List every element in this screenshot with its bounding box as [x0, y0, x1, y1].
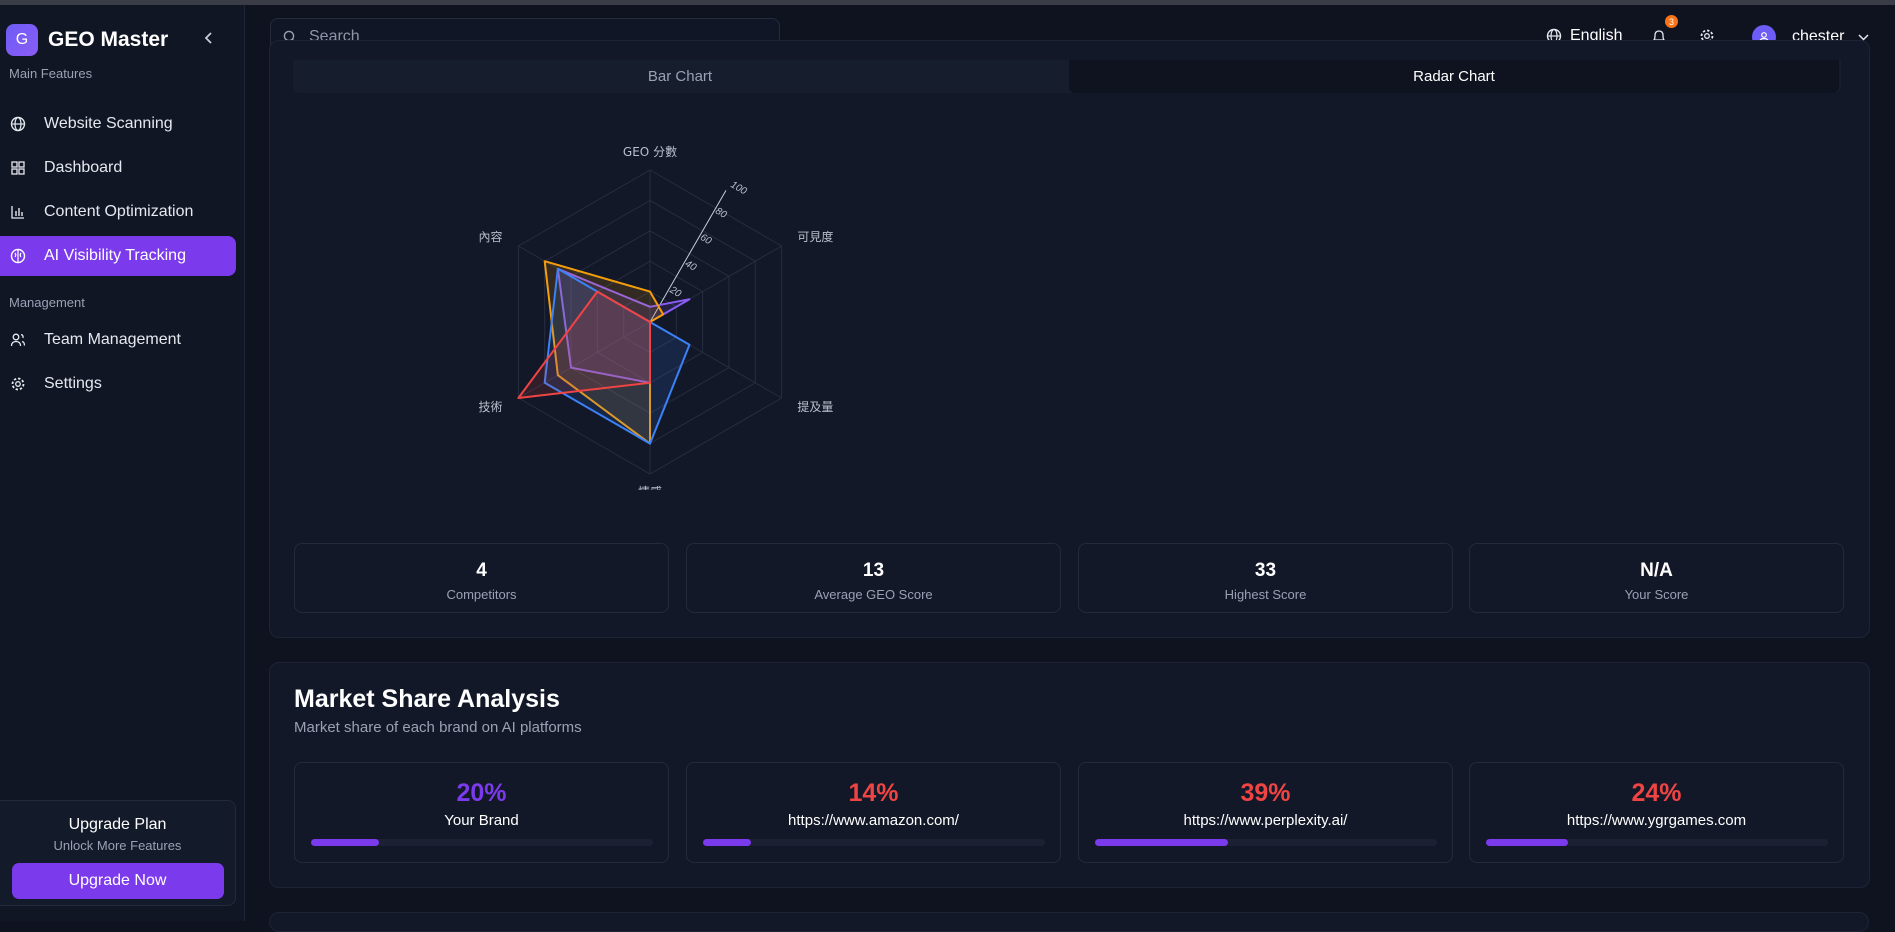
market-share-item: 20% Your Brand	[294, 762, 669, 863]
radar-spoke	[518, 321, 651, 399]
radar-axis-label: 可見度	[797, 229, 833, 244]
market-share-bar-track	[1095, 839, 1437, 846]
market-share-bar-fill	[703, 839, 751, 846]
chevron-down-icon	[1858, 33, 1869, 41]
upgrade-plan-card: Upgrade Plan Unlock More Features Upgrad…	[0, 800, 236, 906]
market-share-bar-track	[311, 839, 653, 846]
next-section-card	[269, 912, 1869, 932]
brand[interactable]: G GEO Master	[6, 23, 168, 57]
market-share-percent: 39%	[1240, 779, 1291, 807]
grid-icon	[10, 160, 26, 176]
stat-competitors: 4 Competitors	[294, 543, 669, 613]
stat-value: 13	[862, 560, 885, 581]
radar-axis-label: 內容	[479, 229, 503, 244]
market-share-name: https://www.perplexity.ai/	[1183, 812, 1348, 829]
stat-your-score: N/A Your Score	[1469, 543, 1844, 613]
market-share-percent: 14%	[848, 779, 899, 807]
sidebar-item-label: Settings	[44, 375, 102, 392]
sidebar-item-label: Team Management	[44, 331, 181, 348]
globe-icon	[10, 116, 26, 132]
market-share-name: Your Brand	[444, 812, 519, 829]
upgrade-now-button[interactable]: Upgrade Now	[11, 863, 224, 899]
stat-label: Your Score	[1624, 587, 1689, 602]
radar-axis-label: GEO 分數	[623, 145, 677, 159]
sidebar-item-settings[interactable]: Settings	[0, 364, 236, 404]
radar-tick-label: 40	[683, 258, 699, 273]
market-share-title: Market Share Analysis	[294, 685, 560, 713]
sidebar: G GEO Master Main Features Website Scann…	[0, 5, 245, 921]
market-share-percent: 20%	[456, 779, 507, 807]
gear-icon	[10, 376, 26, 392]
chart-tabs: Bar Chart Radar Chart	[293, 60, 1841, 93]
upgrade-subtitle: Unlock More Features	[53, 838, 182, 853]
brain-icon	[10, 248, 26, 264]
competitor-analysis-card	[269, 40, 1870, 638]
sidebar-item-label: Website Scanning	[44, 115, 173, 132]
collapse-sidebar-icon[interactable]	[204, 31, 214, 47]
sidebar-item-dashboard[interactable]: Dashboard	[0, 148, 236, 188]
section-management: Management	[9, 295, 85, 310]
sidebar-item-label: AI Visibility Tracking	[44, 247, 186, 264]
stat-average-geo-score: 13 Average GEO Score	[686, 543, 1061, 613]
market-share-bar-fill	[1095, 839, 1229, 846]
upgrade-title: Upgrade Plan	[68, 816, 167, 833]
language-selector[interactable]: English	[1546, 27, 1622, 45]
radar-tick-label: 80	[713, 206, 729, 221]
stat-value: 4	[476, 560, 487, 581]
notification-badge: 3	[1665, 15, 1678, 28]
sidebar-item-ai-visibility-tracking[interactable]: AI Visibility Tracking	[0, 236, 236, 276]
tab-radar-chart[interactable]: Radar Chart	[1069, 60, 1839, 93]
brand-name: GEO Master	[48, 28, 169, 51]
radar-tick-label: 100	[729, 179, 749, 197]
stat-value: N/A	[1640, 560, 1673, 581]
market-share-bar-fill	[1486, 839, 1569, 846]
market-share-item: 14% https://www.amazon.com/	[686, 762, 1061, 863]
radar-tick-label: 20	[667, 284, 683, 300]
market-share-percent: 24%	[1631, 779, 1682, 807]
stat-label: Highest Score	[1224, 587, 1307, 602]
market-share-card	[269, 662, 1870, 888]
stat-value: 33	[1254, 560, 1277, 581]
stat-label: Average GEO Score	[814, 587, 933, 602]
gear-icon[interactable]	[1699, 28, 1715, 44]
sidebar-item-content-optimization[interactable]: Content Optimization	[0, 192, 236, 232]
radar-tick-label: 60	[698, 232, 714, 247]
market-share-name: https://www.ygrgames.com	[1566, 812, 1747, 829]
market-share-name: https://www.amazon.com/	[788, 812, 959, 829]
users-icon	[10, 332, 26, 348]
stat-highest-score: 33 Highest Score	[1078, 543, 1453, 613]
radar-series-polygon	[517, 290, 651, 399]
window-top-strip	[0, 0, 1895, 5]
brand-logo: G	[6, 24, 38, 56]
tab-bar-chart[interactable]: Bar Chart	[647, 68, 713, 85]
market-share-bar-track	[703, 839, 1045, 846]
market-share-item: 39% https://www.perplexity.ai/	[1078, 762, 1453, 863]
radar-axis-label: 提及量	[797, 399, 833, 414]
section-main-features: Main Features	[9, 66, 93, 81]
market-share-bar-track	[1486, 839, 1828, 846]
sidebar-item-label: Content Optimization	[44, 203, 194, 220]
radar-tick-axis	[649, 190, 727, 323]
language-label: English	[1570, 27, 1623, 44]
sidebar-item-team-management[interactable]: Team Management	[0, 320, 236, 360]
bar-chart-icon	[10, 204, 26, 220]
sidebar-item-label: Dashboard	[44, 159, 123, 176]
stat-label: Competitors	[446, 587, 517, 602]
market-share-bar-fill	[311, 839, 380, 846]
sidebar-item-website-scanning[interactable]: Website Scanning	[0, 104, 236, 144]
market-share-item: 24% https://www.ygrgames.com	[1469, 762, 1844, 863]
radar-axis-label: 技術	[479, 400, 503, 414]
radar-axis-label: 情感	[638, 484, 662, 490]
market-share-subtitle: Market share of each brand on AI platfor…	[294, 719, 582, 736]
